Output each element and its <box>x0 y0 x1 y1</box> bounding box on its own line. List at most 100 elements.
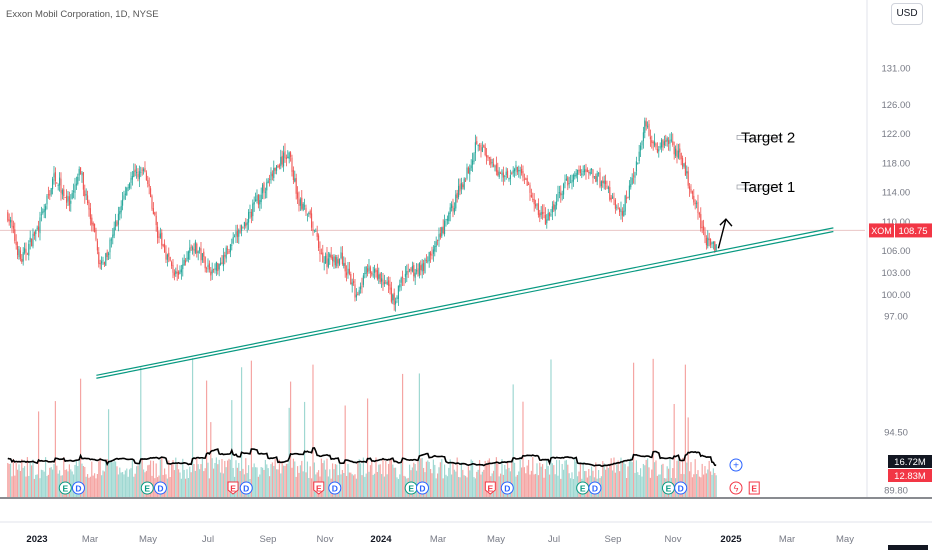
candle <box>410 268 412 272</box>
candle <box>49 194 51 196</box>
volume-bar <box>693 474 695 497</box>
volume-bar <box>400 463 402 497</box>
candle <box>424 259 426 274</box>
volume-bar <box>306 461 308 497</box>
candle <box>365 266 367 274</box>
currency-button[interactable]: USD <box>891 3 923 25</box>
volume-bar <box>470 459 472 497</box>
volume-bar <box>495 457 497 497</box>
volume-bar <box>172 460 174 497</box>
candle <box>164 243 166 253</box>
candle <box>280 156 282 166</box>
volume-bar <box>417 460 419 497</box>
last-price-tag <box>895 223 932 238</box>
volume-bar <box>116 466 118 497</box>
volume-bar <box>327 476 329 497</box>
candle <box>549 213 551 217</box>
price-axis[interactable]: 89.8094.5097.00100.00103.00106.00110.001… <box>866 0 932 497</box>
candle <box>368 265 370 271</box>
candle <box>491 162 493 164</box>
candle <box>299 199 301 206</box>
volume-bar <box>280 473 282 497</box>
volume-bar <box>148 464 150 497</box>
candle <box>675 148 677 156</box>
arrow-line <box>717 218 727 249</box>
candle <box>500 173 502 174</box>
candle <box>452 205 454 212</box>
volume-bar <box>221 459 223 497</box>
volume-bar <box>54 401 56 497</box>
candle <box>598 173 600 175</box>
candle <box>497 170 499 176</box>
candle <box>449 207 451 214</box>
candle <box>126 188 128 196</box>
symbol-tag <box>869 223 894 238</box>
event-badges[interactable]: E D E D E D E D E D E D E D E D E+ϟ <box>58 458 760 495</box>
volume-bar <box>571 472 573 497</box>
volume-bar <box>161 457 163 497</box>
volume-bar <box>695 474 698 497</box>
candle <box>70 200 72 204</box>
volume-bar <box>653 462 656 497</box>
candle <box>158 236 160 239</box>
candle <box>533 199 535 205</box>
volume-bar <box>621 461 623 497</box>
dividend-badge <box>500 481 514 495</box>
volume-bar <box>350 472 352 497</box>
candle <box>152 208 154 215</box>
candle <box>407 271 409 273</box>
time-axis[interactable]: 2023 Mar May Jul Sep Nov 2024 Mar May Jul Sep Nov 20… <box>0 497 932 550</box>
candle <box>287 156 289 158</box>
candle <box>255 199 257 202</box>
volume-bar <box>70 469 72 497</box>
candle <box>206 268 208 270</box>
volume-bar <box>117 474 119 497</box>
volume-bar <box>659 474 661 497</box>
candle <box>225 247 227 259</box>
volume-bar <box>362 457 364 497</box>
volume-bar <box>679 458 681 497</box>
candle <box>441 227 443 237</box>
drawings[interactable]: Target 2 Target 1 <box>96 129 834 379</box>
candle <box>633 175 635 177</box>
candle <box>367 268 369 273</box>
volume-bar <box>204 468 206 497</box>
volume-bar <box>89 476 91 497</box>
candle <box>560 192 562 196</box>
candle <box>624 195 626 212</box>
candle <box>518 169 520 172</box>
volume-bar <box>224 460 226 497</box>
candle <box>222 255 224 267</box>
volume-bar <box>436 473 439 497</box>
volume-bar <box>645 459 647 497</box>
earnings-badge <box>313 481 325 495</box>
volume-bar <box>22 467 24 497</box>
candle <box>204 256 206 269</box>
candle <box>339 259 341 265</box>
volume-bar <box>247 465 250 497</box>
candle <box>619 208 621 213</box>
volume-bar <box>469 470 471 497</box>
volume-bar <box>396 477 398 497</box>
candle <box>561 193 563 195</box>
volume-bar <box>547 466 549 497</box>
candle <box>348 268 350 275</box>
candle <box>605 180 607 185</box>
volume-bars <box>7 358 717 497</box>
volume-bar <box>543 477 545 497</box>
candle <box>584 169 586 173</box>
volume-bar <box>445 474 447 497</box>
volume-bar <box>687 417 689 497</box>
volume-bar <box>291 467 293 497</box>
volume-bar <box>616 464 618 497</box>
volume-bar <box>344 405 346 497</box>
candle <box>84 190 86 197</box>
candle <box>437 240 439 241</box>
volume-bar <box>81 463 83 497</box>
candle <box>344 262 346 272</box>
volume-bar <box>177 469 180 497</box>
last-price-label: 108.75 <box>898 226 927 237</box>
earnings-badge-label: E <box>487 484 493 494</box>
volume-bar <box>373 473 376 497</box>
